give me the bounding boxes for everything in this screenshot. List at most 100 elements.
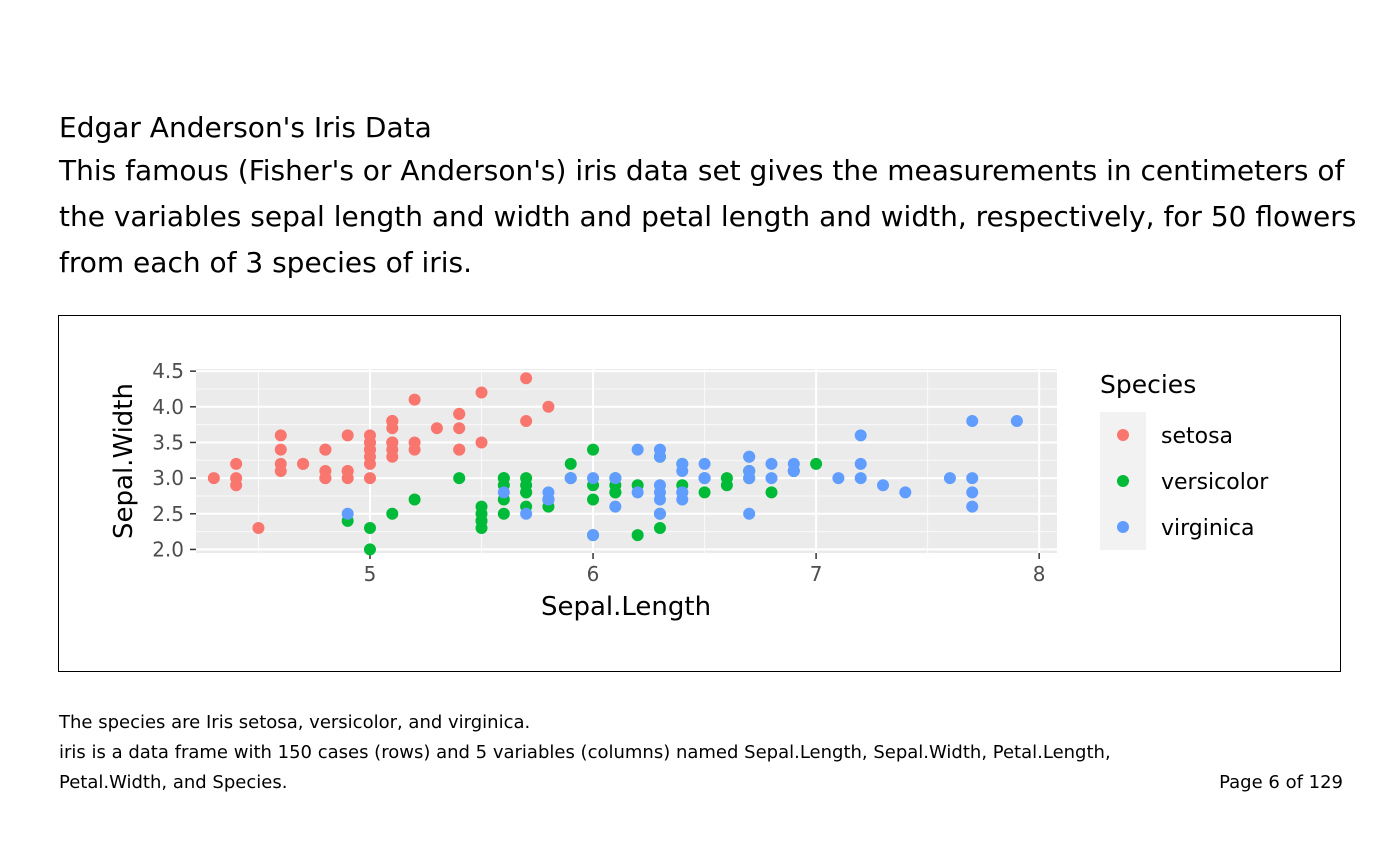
data-point-versicolor bbox=[363, 522, 376, 535]
data-point-virginica bbox=[520, 507, 533, 520]
y-tick-label: 4.5 bbox=[152, 359, 184, 383]
data-point-virginica bbox=[676, 486, 689, 499]
data-point-virginica bbox=[587, 472, 600, 485]
data-point-virginica bbox=[877, 479, 890, 492]
data-point-setosa bbox=[274, 457, 287, 470]
page-number: Page 6 of 129 bbox=[1219, 772, 1343, 793]
data-point-setosa bbox=[453, 422, 466, 435]
data-point-virginica bbox=[743, 507, 756, 520]
data-point-virginica bbox=[631, 443, 644, 456]
data-point-virginica bbox=[832, 472, 845, 485]
data-point-virginica bbox=[609, 472, 622, 485]
data-point-setosa bbox=[274, 429, 287, 442]
data-point-virginica bbox=[631, 486, 644, 499]
data-point-virginica bbox=[765, 457, 778, 470]
document-title: Edgar Anderson's Iris Data bbox=[59, 111, 432, 144]
data-point-virginica bbox=[854, 457, 867, 470]
legend: Species setosa versicolor virginica bbox=[1100, 370, 1269, 550]
data-point-virginica bbox=[609, 500, 622, 513]
data-point-setosa bbox=[207, 472, 220, 485]
y-tick-label: 4.0 bbox=[152, 395, 184, 419]
data-point-setosa bbox=[386, 443, 399, 456]
data-point-virginica bbox=[653, 443, 666, 456]
legend-label-versicolor: versicolor bbox=[1161, 470, 1269, 495]
data-point-versicolor bbox=[765, 486, 778, 499]
data-point-setosa bbox=[386, 415, 399, 428]
y-axis-title: Sepal.Width bbox=[109, 383, 139, 539]
data-point-versicolor bbox=[520, 486, 533, 499]
data-point-setosa bbox=[341, 429, 354, 442]
data-point-virginica bbox=[341, 507, 354, 520]
legend-key-virginica bbox=[1117, 521, 1129, 533]
data-point-versicolor bbox=[609, 486, 622, 499]
data-point-versicolor bbox=[653, 522, 666, 535]
data-point-virginica bbox=[765, 472, 778, 485]
x-tick-label: 6 bbox=[587, 562, 600, 586]
data-point-versicolor bbox=[497, 507, 510, 520]
data-point-setosa bbox=[319, 443, 332, 456]
y-tick-label: 2.0 bbox=[152, 537, 184, 561]
data-point-versicolor bbox=[631, 529, 644, 542]
document-footer: The species are Iris setosa, versicolor,… bbox=[59, 708, 1343, 798]
data-point-versicolor bbox=[363, 543, 376, 556]
data-point-virginica bbox=[787, 464, 800, 477]
data-point-versicolor bbox=[698, 486, 711, 499]
data-point-virginica bbox=[854, 472, 867, 485]
data-point-versicolor bbox=[587, 443, 600, 456]
data-point-virginica bbox=[698, 457, 711, 470]
data-point-virginica bbox=[899, 486, 912, 499]
data-point-setosa bbox=[252, 522, 265, 535]
data-point-setosa bbox=[230, 457, 243, 470]
data-point-virginica bbox=[698, 472, 711, 485]
data-point-setosa bbox=[520, 415, 533, 428]
data-point-versicolor bbox=[720, 472, 733, 485]
data-point-setosa bbox=[363, 436, 376, 449]
x-tick-label: 8 bbox=[1033, 562, 1046, 586]
data-point-versicolor bbox=[587, 493, 600, 506]
data-point-setosa bbox=[475, 436, 488, 449]
data-point-virginica bbox=[1010, 415, 1023, 428]
data-point-setosa bbox=[363, 450, 376, 463]
x-axis-title: Sepal.Length bbox=[541, 592, 711, 622]
data-point-versicolor bbox=[564, 457, 577, 470]
document-heading: Edgar Anderson's Iris Data This famous (… bbox=[59, 108, 1359, 286]
data-point-setosa bbox=[408, 443, 421, 456]
data-point-versicolor bbox=[453, 472, 466, 485]
x-tick-label: 7 bbox=[810, 562, 823, 586]
document-description: This famous (Fisher's or Anderson's) iri… bbox=[59, 154, 1357, 279]
data-point-setosa bbox=[475, 386, 488, 399]
data-point-versicolor bbox=[475, 500, 488, 513]
data-point-virginica bbox=[943, 472, 956, 485]
footer-dataset-note: iris is a data frame with 150 cases (row… bbox=[59, 742, 1111, 793]
y-tick-label: 3.5 bbox=[152, 430, 184, 454]
data-point-versicolor bbox=[386, 507, 399, 520]
data-point-versicolor bbox=[408, 493, 421, 506]
legend-key-setosa bbox=[1117, 429, 1129, 441]
data-point-virginica bbox=[653, 486, 666, 499]
legend-label-virginica: virginica bbox=[1161, 516, 1255, 541]
data-point-setosa bbox=[363, 472, 376, 485]
data-point-setosa bbox=[453, 443, 466, 456]
data-point-versicolor bbox=[497, 472, 510, 485]
data-point-virginica bbox=[966, 472, 979, 485]
data-point-setosa bbox=[274, 443, 287, 456]
legend-title: Species bbox=[1100, 370, 1196, 399]
data-point-virginica bbox=[854, 429, 867, 442]
data-point-setosa bbox=[319, 472, 332, 485]
data-point-setosa bbox=[520, 372, 533, 385]
data-point-virginica bbox=[966, 500, 979, 513]
data-point-virginica bbox=[966, 486, 979, 499]
data-point-virginica bbox=[542, 493, 555, 506]
footer-species-note: The species are Iris setosa, versicolor,… bbox=[59, 712, 531, 733]
iris-scatter-chart: 5 6 7 8 2.0 2.5 3.0 3.5 4.0 4.5 Sepal.Length Sepa… bbox=[109, 359, 1269, 622]
axes: 5 6 7 8 2.0 2.5 3.0 3.5 4.0 4.5 bbox=[152, 359, 1045, 586]
legend-key-versicolor bbox=[1117, 475, 1129, 487]
data-points bbox=[207, 372, 1023, 556]
x-tick-label: 5 bbox=[364, 562, 377, 586]
data-point-virginica bbox=[564, 472, 577, 485]
plot-panel bbox=[196, 369, 1057, 553]
chart-frame: 5 6 7 8 2.0 2.5 3.0 3.5 4.0 4.5 Sepal.Length Sepa… bbox=[58, 315, 1341, 672]
data-point-setosa bbox=[341, 464, 354, 477]
data-point-virginica bbox=[743, 450, 756, 463]
data-point-versicolor bbox=[810, 457, 823, 470]
